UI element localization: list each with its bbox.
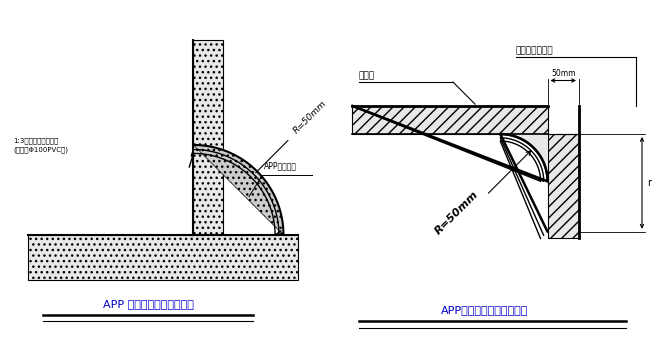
- Polygon shape: [500, 134, 548, 181]
- Text: APP 防水卷材基层阴角半径: APP 防水卷材基层阴角半径: [103, 299, 194, 309]
- Polygon shape: [193, 40, 223, 235]
- Text: 此部分用沙浆抖: 此部分用沙浆抖: [516, 46, 554, 55]
- Text: 50mm: 50mm: [551, 69, 576, 78]
- Polygon shape: [548, 134, 579, 238]
- Polygon shape: [193, 145, 283, 235]
- Polygon shape: [352, 106, 548, 134]
- Text: 防水层: 防水层: [358, 71, 375, 80]
- Text: R=50mm: R=50mm: [433, 189, 480, 236]
- Text: APP防水卷材: APP防水卷材: [264, 161, 297, 170]
- Text: APP防水卷材基层阳角半径: APP防水卷材基层阳角半径: [441, 306, 528, 315]
- Text: 1:3水泥沙浆压实抖光
(用盘头Φ100PVC管): 1:3水泥沙浆压实抖光 (用盘头Φ100PVC管): [13, 137, 68, 153]
- Text: r: r: [647, 178, 651, 188]
- Text: R=50mm: R=50mm: [291, 99, 328, 135]
- Polygon shape: [28, 235, 299, 280]
